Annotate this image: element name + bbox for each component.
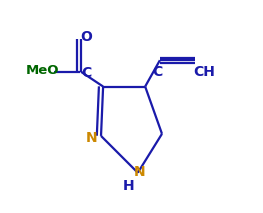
- Text: C: C: [81, 66, 92, 80]
- Text: MeO: MeO: [26, 64, 59, 77]
- Text: N: N: [86, 131, 97, 145]
- Text: N: N: [134, 165, 146, 179]
- Text: H: H: [123, 179, 134, 193]
- Text: O: O: [80, 30, 92, 44]
- Text: CH: CH: [193, 65, 215, 79]
- Text: C: C: [153, 65, 163, 79]
